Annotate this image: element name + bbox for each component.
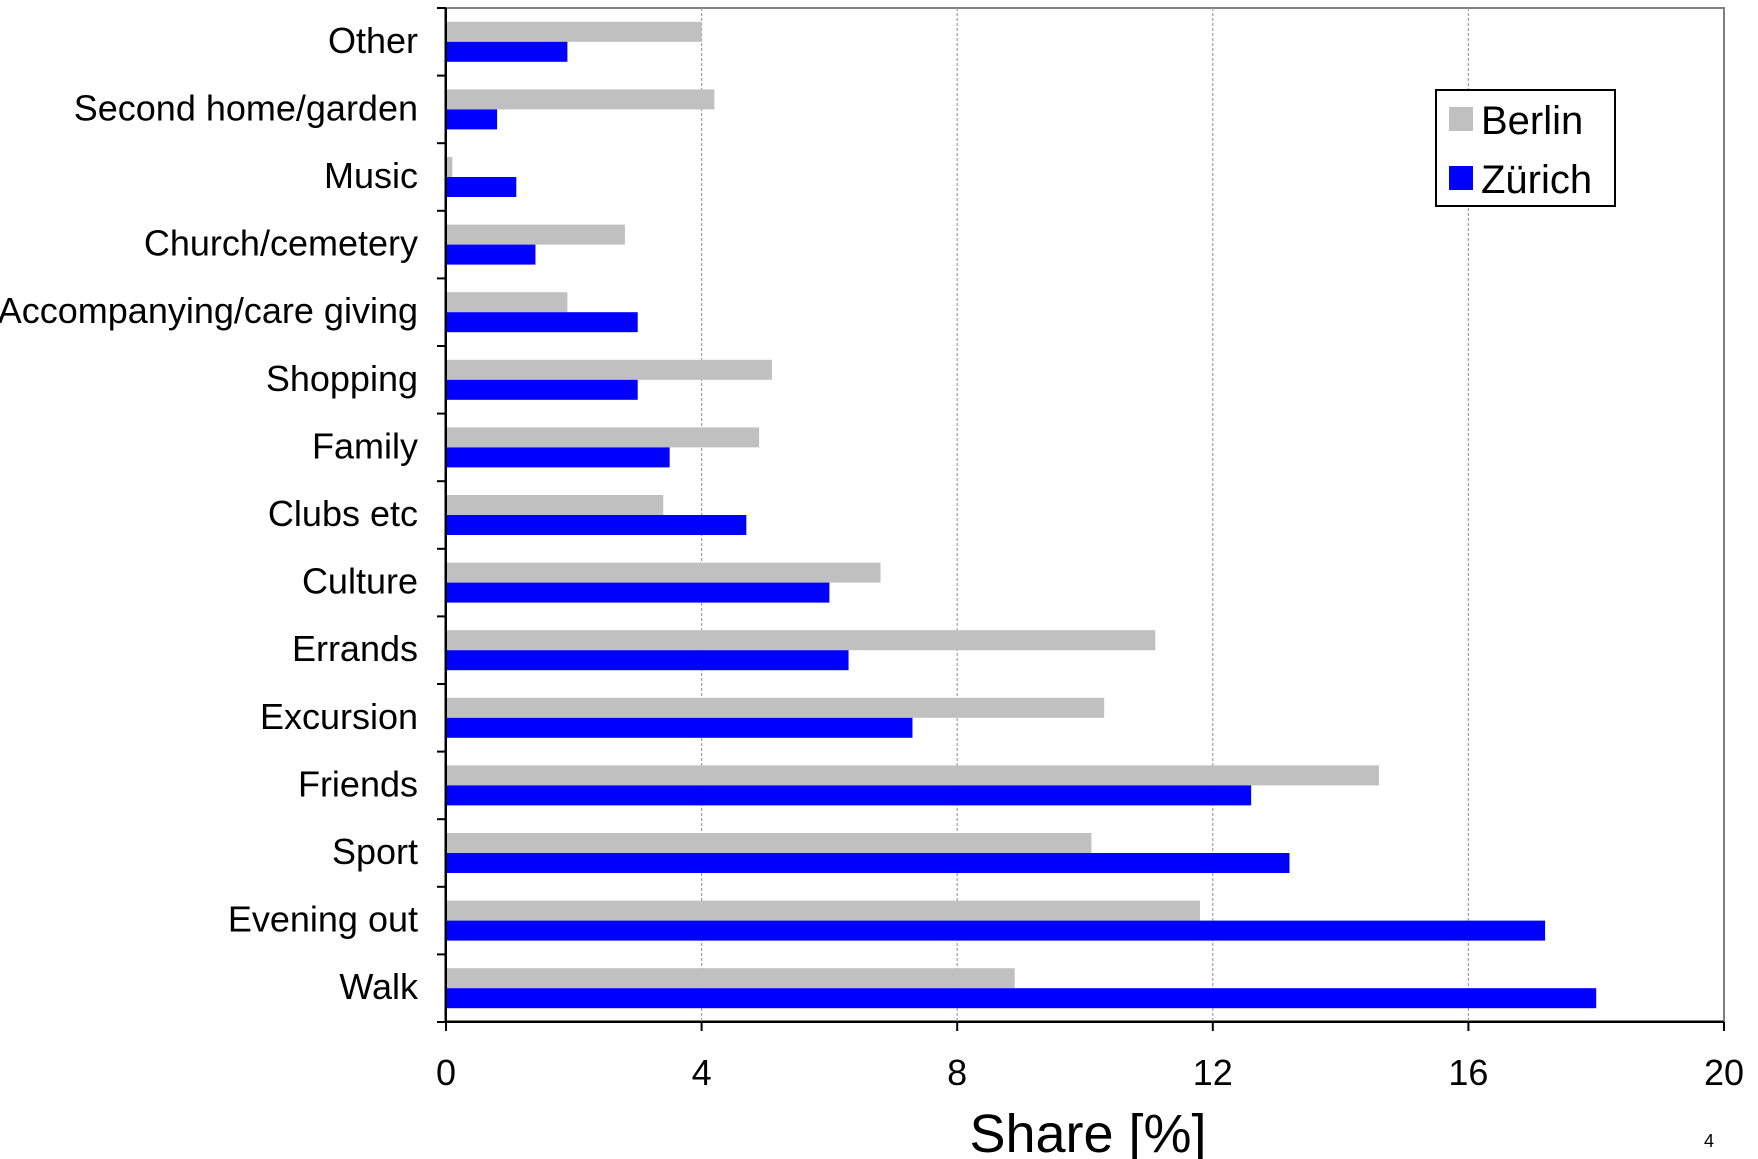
bar-berlin: [446, 359, 772, 380]
category-label: Other: [328, 20, 418, 61]
x-tick-label: 16: [1448, 1052, 1488, 1093]
category-label: Family: [312, 425, 418, 466]
bar-zrich: [446, 41, 568, 62]
bar-zrich: [446, 650, 849, 671]
bar-zrich: [446, 717, 913, 738]
x-tick-label: 20: [1704, 1052, 1744, 1093]
bar-berlin: [446, 89, 715, 110]
bar-berlin: [446, 968, 1015, 989]
category-label: Clubs etc: [268, 493, 418, 534]
category-label: Walk: [339, 966, 419, 1007]
bar-zrich: [446, 515, 747, 535]
category-label: Friends: [298, 763, 418, 804]
category-label: Accompanying/care giving: [0, 290, 418, 331]
bar-zrich: [446, 312, 638, 333]
category-label: Excursion: [260, 696, 418, 737]
bar-berlin: [446, 224, 625, 245]
category-label: Music: [324, 155, 418, 196]
bars: [446, 21, 1597, 1009]
category-label: Church/cemetery: [144, 223, 418, 264]
legend-swatch-zurich: [1449, 166, 1473, 190]
bar-zrich: [446, 244, 536, 265]
bar-zrich: [446, 853, 1290, 873]
bar-berlin: [446, 765, 1379, 786]
category-label: Second home/garden: [74, 87, 418, 128]
bar-berlin: [446, 495, 664, 515]
category-label: Errands: [292, 628, 418, 669]
bar-zrich: [446, 582, 830, 603]
category-labels: Walk Evening out Sport Friends Excursion Erra…: [0, 20, 419, 1007]
bar-berlin: [446, 697, 1105, 718]
bar-zrich: [446, 109, 498, 130]
category-label: Culture: [302, 561, 418, 602]
bar-berlin: [446, 833, 1092, 853]
bar-berlin: [446, 562, 881, 583]
bar-zrich: [446, 920, 1546, 941]
page-number: 4: [1704, 1131, 1714, 1151]
bar-berlin: [446, 21, 702, 42]
legend-label-berlin: Berlin: [1481, 99, 1583, 143]
legend: Berlin Zürich: [1435, 89, 1616, 207]
category-label: Sport: [332, 831, 418, 872]
bar-berlin: [446, 427, 760, 448]
category-label: Evening out: [228, 899, 418, 940]
x-axis-title: Share [%]: [969, 1104, 1206, 1159]
bar-zrich: [446, 988, 1597, 1009]
bar-zrich: [446, 177, 517, 197]
legend-swatch-berlin: [1449, 107, 1473, 131]
bar-berlin: [446, 900, 1201, 921]
y-ticks: [437, 7, 446, 1023]
legend-label-zurich: Zürich: [1481, 158, 1592, 202]
x-tick-label: 8: [947, 1052, 967, 1093]
x-ticks: [445, 1022, 1725, 1031]
category-label: Shopping: [266, 358, 418, 399]
x-tick-label: 0: [436, 1052, 456, 1093]
bar-zrich: [446, 379, 638, 400]
bar-berlin: [446, 292, 568, 313]
bar-zrich: [446, 447, 670, 468]
x-tick-label: 4: [692, 1052, 712, 1093]
bar-zrich: [446, 785, 1252, 806]
x-tick-labels: 0 4 8 12 16 20: [436, 1052, 1744, 1093]
bar-berlin: [446, 157, 453, 177]
bar-berlin: [446, 630, 1156, 651]
x-tick-label: 12: [1193, 1052, 1233, 1093]
